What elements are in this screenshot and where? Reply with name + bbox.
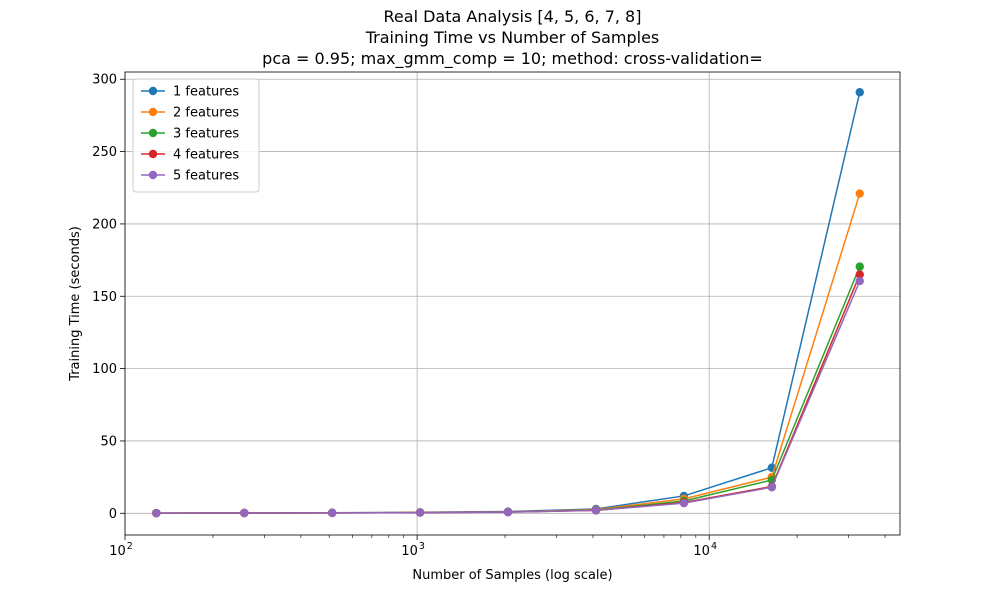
series-line [156,266,861,514]
data-point [415,508,425,517]
data-point [591,506,601,515]
data-point [767,483,777,492]
data-point [855,276,864,286]
legend-box [132,78,260,193]
legend-label: 3 features [173,127,239,142]
legend-entry: 3 features [141,127,239,142]
legend-marker [148,170,158,180]
legend-label: 1 features [173,85,239,100]
x-tick-exponent: 4 [711,541,717,552]
data-point [855,262,864,271]
data-point [327,508,337,518]
data-point [240,508,249,518]
series-line [156,92,861,514]
data-point [503,507,513,517]
x-tick-exponent: 2 [127,541,133,552]
x-tick-label: 102 [109,541,133,559]
x-tick-exponent: 3 [419,541,425,552]
legend-label: 4 features [173,148,239,163]
series-2 [152,189,864,518]
y-tick-label: 250 [92,145,117,160]
data-point [152,508,161,518]
series-line [156,193,861,514]
data-point [679,498,689,508]
legend-marker [148,128,158,138]
series-line [156,274,861,514]
chart-title-line-3: pca = 0.95; max_gmm_comp = 10; method: c… [262,49,763,68]
series-line [156,280,861,514]
series-lines [152,88,864,518]
chart-title-line-2: Training Time vs Number of Samples [365,28,660,47]
y-tick-label: 100 [92,362,117,377]
chart-title-line-1: Real Data Analysis [4, 5, 6, 7, 8] [383,7,642,26]
series-5 [152,276,864,518]
data-point [855,270,864,279]
x-tick-label: 104 [693,541,717,559]
legend-label: 5 features [173,169,239,184]
y-tick-label: 0 [109,507,117,522]
y-tick-label: 50 [100,434,117,449]
legend-marker [148,149,158,159]
plot-frame [124,71,901,536]
data-point [855,88,864,97]
legend-marker [148,107,158,117]
legend-entry: 1 features [141,85,239,100]
y-axis-label: Training Time (seconds) [68,226,83,382]
x-tick-label: 103 [401,541,425,559]
y-tick-label: 300 [92,73,117,88]
legend-label: 2 features [173,106,239,121]
y-tick-label: 150 [92,290,117,305]
y-tick-label: 200 [92,217,117,232]
legend-entry: 5 features [141,169,239,184]
legend-entry: 2 features [141,106,239,121]
data-point [855,189,864,198]
legend-marker [148,86,158,96]
legend: 1 features 2 features 3 features 4 features… [132,78,260,193]
legend-entry: 4 features [141,148,239,163]
chart-title: Real Data Analysis [4, 5, 6, 7, 8] Train… [0,6,1000,69]
series-3 [152,262,864,518]
x-axis-label: Number of Samples (log scale) [412,568,612,583]
